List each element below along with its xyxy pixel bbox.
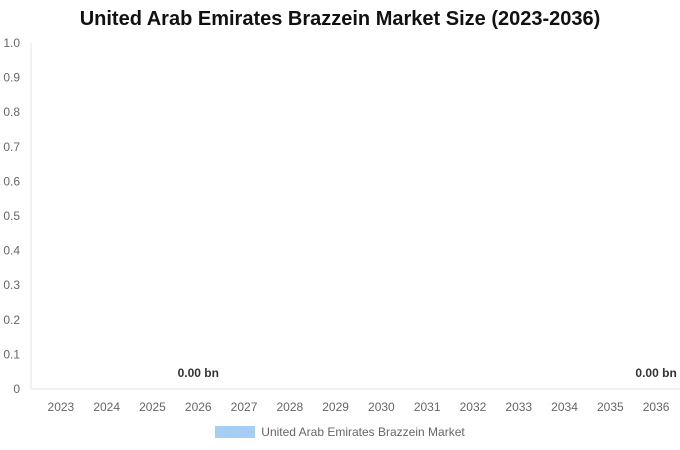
x-tick-label: 2032 [460, 400, 487, 414]
x-tick-label: 2033 [505, 400, 532, 414]
x-tick-label: 2027 [231, 400, 258, 414]
y-tick-label: 0.5 [3, 209, 20, 223]
x-tick-label: 2034 [551, 400, 578, 414]
legend: United Arab Emirates Brazzein Market [0, 425, 680, 439]
data-labels: 0.00 bn 0.00 bn [178, 366, 677, 380]
x-tick-label: 2030 [368, 400, 395, 414]
legend-label: United Arab Emirates Brazzein Market [261, 425, 465, 439]
y-axis: 0 0.1 0.2 0.3 0.4 0.5 0.6 0.7 0.8 0.9 1.0 [3, 36, 32, 396]
x-tick-label: 2025 [139, 400, 166, 414]
x-tick-label: 2029 [322, 400, 349, 414]
chart-title: United Arab Emirates Brazzein Market Siz… [79, 8, 601, 30]
y-tick-label: 0.6 [3, 174, 20, 188]
data-label: 0.00 bn [178, 366, 219, 380]
x-tick-label: 2036 [643, 400, 670, 414]
y-tick-label: 0.2 [3, 313, 20, 327]
x-tick-label: 2023 [48, 400, 75, 414]
x-tick-label: 2024 [93, 400, 120, 414]
y-tick-label: 0.3 [3, 278, 20, 292]
y-tick-label: 0.8 [3, 105, 20, 119]
y-tick-label: 1.0 [3, 36, 20, 50]
y-tick-label: 0.7 [3, 140, 20, 154]
x-tick-label: 2028 [276, 400, 303, 414]
legend-swatch [215, 426, 256, 438]
y-tick-label: 0.1 [3, 347, 20, 361]
y-tick-label: 0.9 [3, 71, 20, 85]
x-axis: 2023 2024 2025 2026 2027 2028 2029 2030 2031 2032… [31, 388, 680, 414]
y-tick-label: 0 [13, 382, 20, 396]
y-tick-label: 0.4 [3, 244, 20, 258]
data-label: 0.00 bn [635, 366, 676, 380]
x-tick-label: 2031 [414, 400, 441, 414]
x-tick-label: 2035 [597, 400, 624, 414]
x-tick-label: 2026 [185, 400, 212, 414]
